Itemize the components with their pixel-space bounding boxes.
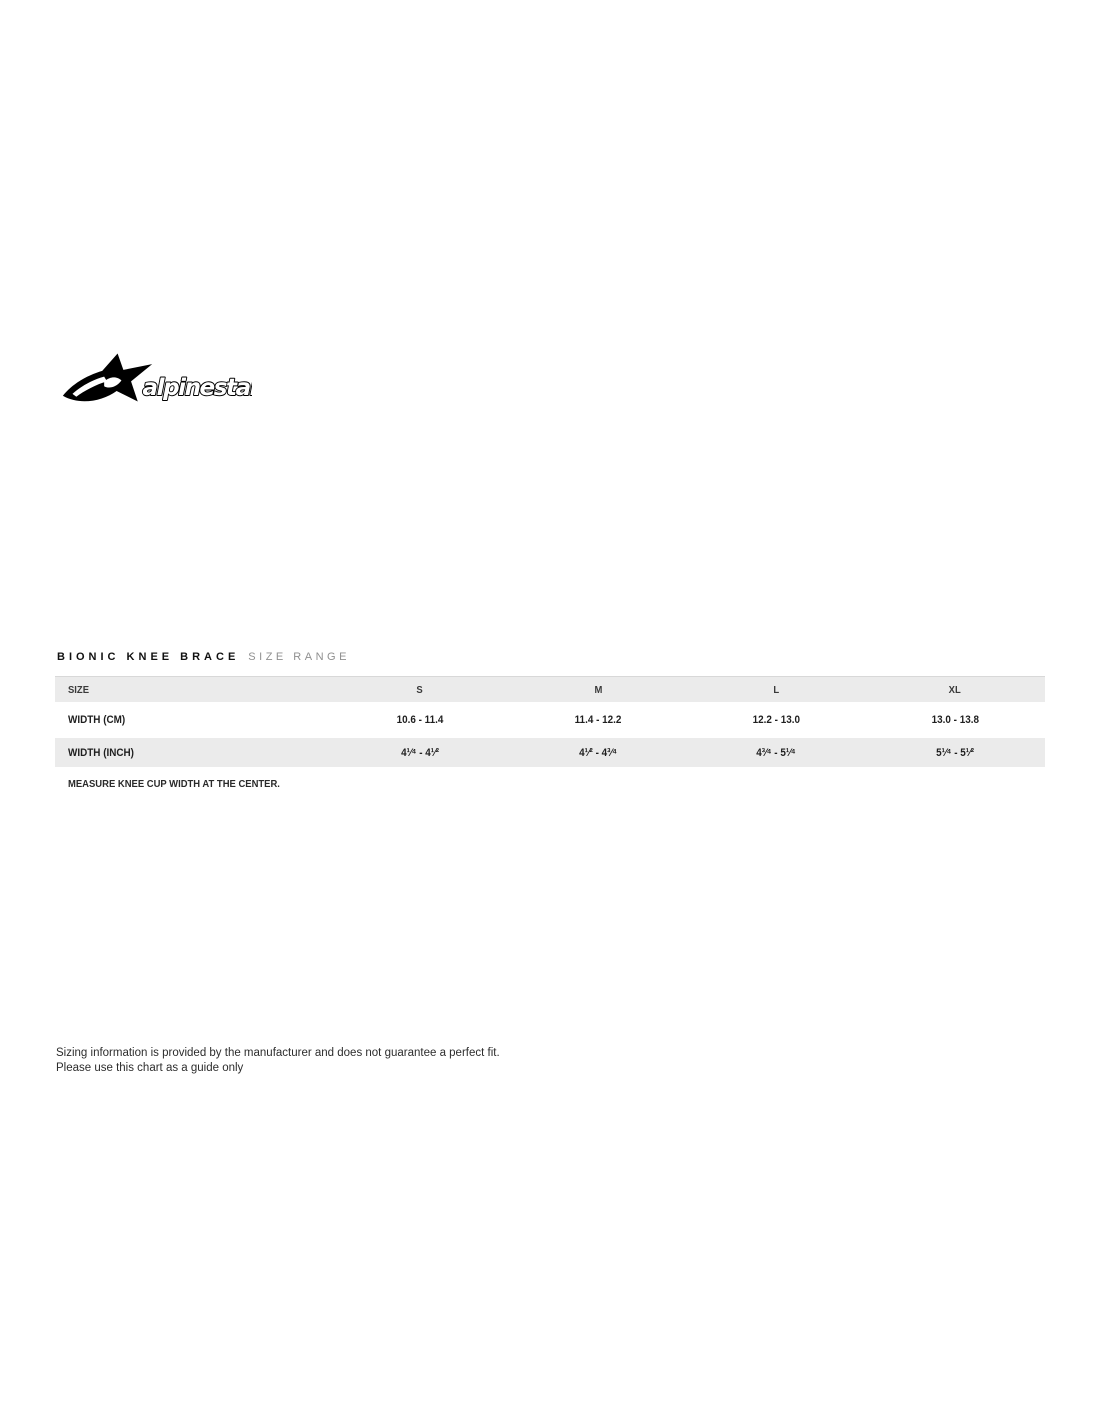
alpinestars-star-icon (62, 353, 153, 402)
disclaimer-line-2: Please use this chart as a guide only (56, 1061, 244, 1074)
size-table: SIZE S M L XL WIDTH (CM) 10.6 - 11.4 11.… (55, 676, 1045, 790)
table-cell: 4¹⁄² - 4³⁄⁴ (579, 746, 617, 759)
sizing-disclaimer: Sizing information is provided by the ma… (56, 1046, 500, 1075)
row-label: WIDTH (CM) (68, 714, 126, 726)
disclaimer-line-1: Sizing information is provided by the ma… (56, 1047, 500, 1059)
table-cell: 5¹⁄⁴ - 5¹⁄² (936, 746, 974, 759)
header-cell-l: L (773, 683, 779, 696)
heading-section-label: SIZE RANGE (248, 651, 350, 663)
alpinestars-wordmark: alpinestars (143, 375, 252, 401)
product-name: BIONIC KNEE BRACE (57, 651, 240, 663)
header-cell-m: M (594, 683, 602, 696)
table-cell: 4¹⁄⁴ - 4¹⁄² (401, 746, 439, 759)
table-cell: 11.4 - 12.2 (574, 714, 622, 726)
alpinestars-logo: alpinestars (60, 351, 252, 407)
table-row-width-cm: WIDTH (CM) 10.6 - 11.4 11.4 - 12.2 12.2 … (55, 702, 1045, 738)
header-cell-size: SIZE (68, 683, 90, 696)
table-row-width-inch: WIDTH (INCH) 4¹⁄⁴ - 4¹⁄² 4¹⁄² - 4³⁄⁴ 4³⁄… (55, 738, 1045, 767)
header-cell-xl: XL (948, 683, 962, 696)
alpinestars-logo-graphic: alpinestars (62, 353, 252, 402)
table-cell: 13.0 - 13.8 (931, 714, 979, 726)
table-cell: 4³⁄⁴ - 5¹⁄⁴ (756, 746, 796, 759)
table-cell: 12.2 - 13.0 (752, 714, 800, 726)
table-cell: 10.6 - 11.4 (396, 714, 444, 726)
row-label: WIDTH (INCH) (68, 746, 134, 759)
header-cell-s: S (416, 683, 424, 696)
size-table-header-row: SIZE S M L XL (55, 676, 1045, 702)
measuring-instruction: MEASURE KNEE CUP WIDTH AT THE CENTER. (68, 778, 280, 790)
size-chart-heading: BIONIC KNEE BRACE SIZE RANGE (57, 650, 350, 664)
